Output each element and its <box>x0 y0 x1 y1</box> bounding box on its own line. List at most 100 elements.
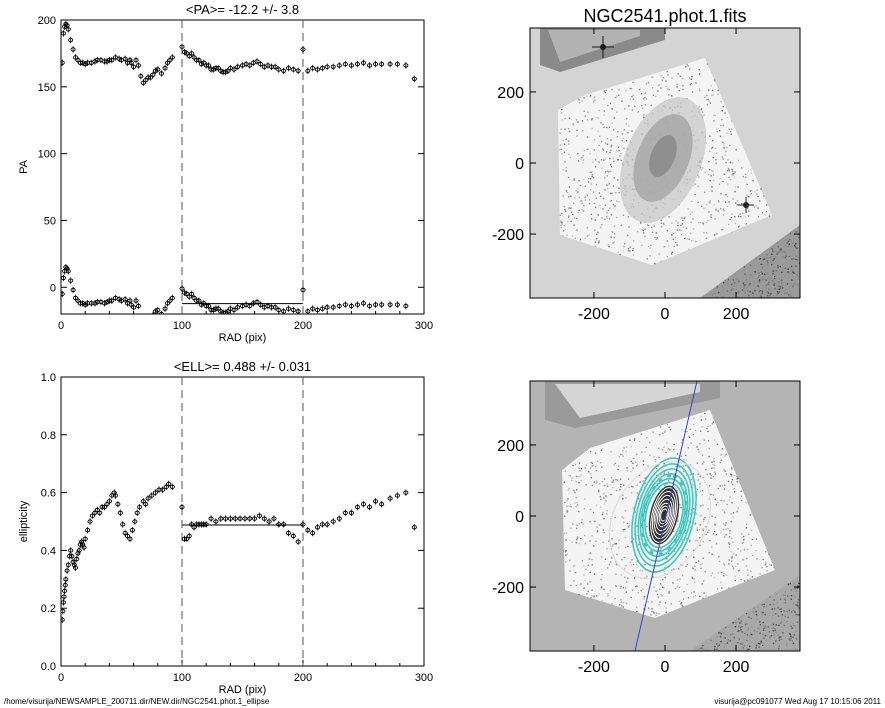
noise-pixel <box>660 219 662 222</box>
noise-pixel <box>790 637 792 639</box>
noise-pixel <box>655 232 657 234</box>
noise-pixel <box>579 238 582 241</box>
pa-data-point <box>387 302 393 307</box>
noise-pixel <box>643 519 645 521</box>
noise-pixel <box>583 587 585 589</box>
ell-data-point <box>69 554 75 559</box>
pa-data-point <box>348 63 354 68</box>
noise-pixel <box>604 218 606 220</box>
noise-pixel <box>732 622 734 624</box>
noise-pixel <box>612 543 614 546</box>
noise-pixel <box>581 209 583 211</box>
noise-pixel <box>713 292 716 295</box>
pa-data-point <box>94 299 100 305</box>
noise-pixel <box>603 503 606 505</box>
pa-data-point <box>189 291 195 297</box>
noise-pixel <box>564 550 567 553</box>
noise-pixel <box>595 540 597 543</box>
noise-pixel <box>762 258 765 261</box>
noise-pixel <box>702 224 704 226</box>
noise-pixel <box>741 631 743 633</box>
noise-pixel <box>750 293 753 295</box>
noise-pixel <box>568 487 570 490</box>
noise-pixel <box>663 570 665 573</box>
noise-pixel <box>617 251 619 254</box>
noise-pixel <box>663 446 666 448</box>
noise-pixel <box>672 238 674 241</box>
noise-pixel <box>615 489 618 492</box>
noise-pixel <box>629 87 631 90</box>
noise-pixel <box>703 649 705 651</box>
noise-pixel <box>751 538 754 541</box>
noise-pixel <box>756 193 758 195</box>
noise-pixel <box>612 242 614 244</box>
pa-data-point <box>387 61 393 67</box>
noise-pixel <box>562 235 564 237</box>
footer-path: /home/visurija/NEWSAMPLE_200711.dir/NEW.… <box>4 697 270 706</box>
noise-pixel <box>660 260 662 263</box>
noise-pixel <box>770 292 772 295</box>
pa-data-point <box>281 68 287 73</box>
pa-profile-panel: <PA>= -12.2 +/- 3.80 100 200 30005010015020… <box>18 2 433 344</box>
noise-pixel <box>731 287 734 289</box>
noise-pixel <box>593 595 595 597</box>
noise-pixel <box>690 221 692 223</box>
noise-pixel <box>728 546 731 548</box>
noise-pixel <box>602 512 604 514</box>
noise-pixel <box>610 477 613 479</box>
noise-pixel <box>731 556 733 558</box>
noise-pixel <box>668 216 670 218</box>
noise-pixel <box>795 581 797 584</box>
noise-pixel <box>738 215 740 218</box>
noise-pixel <box>564 470 566 472</box>
noise-pixel <box>584 534 586 537</box>
ell-data-point <box>300 522 306 527</box>
image-title: NGC2541.phot.1.fits <box>583 6 746 26</box>
noise-pixel <box>762 644 764 647</box>
noise-pixel <box>685 556 687 558</box>
noise-pixel <box>629 561 632 563</box>
ell-y-tick-label: 0.0 <box>41 661 56 673</box>
noise-pixel <box>596 237 598 240</box>
noise-pixel <box>719 636 722 638</box>
noise-pixel <box>636 585 639 588</box>
noise-pixel <box>563 515 566 517</box>
noise-pixel <box>763 603 765 606</box>
noise-pixel <box>795 613 797 616</box>
noise-pixel <box>576 504 579 506</box>
noise-pixel <box>593 545 595 547</box>
noise-pixel <box>609 207 611 209</box>
noise-pixel <box>792 258 794 260</box>
noise-pixel <box>676 453 679 455</box>
noise-pixel <box>788 256 790 259</box>
noise-pixel <box>625 139 628 142</box>
noise-pixel <box>766 639 768 641</box>
pa-data-point <box>300 287 306 293</box>
noise-pixel <box>682 217 685 219</box>
noise-pixel <box>684 216 686 218</box>
noise-pixel <box>590 461 592 464</box>
noise-pixel <box>701 426 703 428</box>
noise-pixel <box>693 591 695 593</box>
noise-pixel <box>576 217 578 219</box>
noise-pixel <box>612 479 614 481</box>
noise-pixel <box>596 526 598 528</box>
noise-pixel <box>661 595 663 597</box>
noise-pixel <box>738 291 740 293</box>
noise-pixel <box>792 286 794 288</box>
noise-pixel <box>621 140 623 142</box>
noise-pixel <box>568 207 570 209</box>
noise-pixel <box>734 491 736 493</box>
noise-pixel <box>633 538 635 540</box>
noise-pixel <box>585 464 588 466</box>
noise-pixel <box>723 500 725 502</box>
noise-pixel <box>795 235 797 237</box>
noise-pixel <box>714 530 716 532</box>
ell-x-axis-label: RAD (pix) <box>219 684 267 696</box>
noise-pixel <box>744 632 746 635</box>
noise-pixel <box>766 257 768 259</box>
noise-pixel <box>701 490 704 492</box>
noise-pixel <box>764 564 767 566</box>
noise-pixel <box>727 159 729 161</box>
noise-pixel <box>657 465 659 467</box>
